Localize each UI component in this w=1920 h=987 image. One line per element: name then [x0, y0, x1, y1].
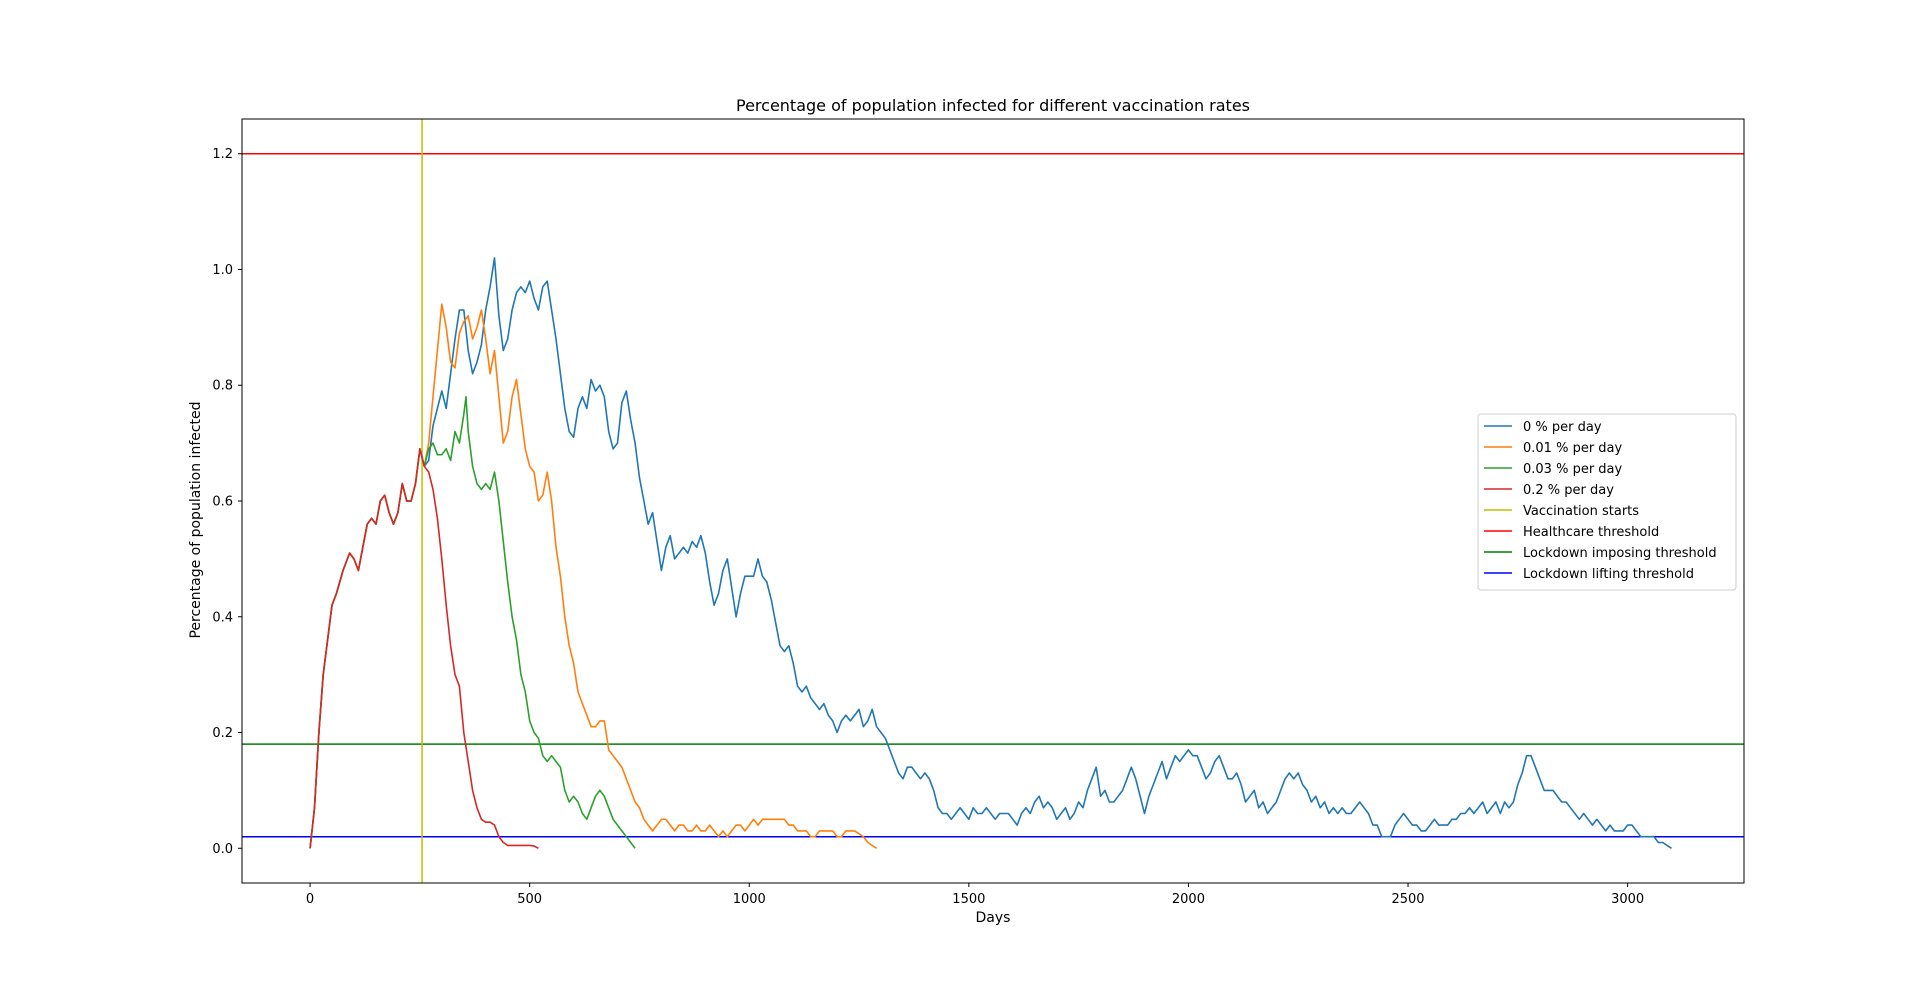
- x-tick-label: 0: [306, 892, 314, 907]
- y-tick-label: 0.2: [212, 726, 233, 741]
- chart-title: Percentage of population infected for di…: [736, 96, 1250, 115]
- legend-box: [1477, 413, 1737, 591]
- legend-label: 0 % per day: [1523, 420, 1602, 435]
- y-tick-label: 0.6: [212, 495, 233, 510]
- x-tick-label: 2500: [1391, 892, 1424, 907]
- legend-label: Lockdown lifting threshold: [1523, 567, 1694, 582]
- series-line-3: [309, 448, 539, 850]
- y-tick-label: 0.8: [212, 379, 233, 394]
- plot-area: [242, 119, 1744, 883]
- x-tick-label: 500: [517, 892, 542, 907]
- x-tick-label: 3000: [1611, 892, 1644, 907]
- legend-label: Vaccination starts: [1523, 504, 1639, 519]
- y-tick-label: 0.4: [212, 610, 233, 625]
- x-axis-label: Days: [976, 910, 1011, 926]
- legend-label: Healthcare threshold: [1523, 525, 1659, 540]
- y-tick-label: 0.0: [212, 842, 233, 857]
- legend-label: 0.2 % per day: [1523, 483, 1614, 498]
- x-tick-label: 2000: [1172, 892, 1205, 907]
- series-line-0: [309, 257, 1672, 849]
- x-tick-label: 1500: [952, 892, 985, 907]
- y-tick-label: 1.0: [212, 263, 233, 278]
- y-tick-label: 1.2: [212, 147, 233, 162]
- legend: 0 % per day 0.01 % per day 0.03 % per day 0…: [1477, 413, 1737, 591]
- x-tick-label: 1000: [733, 892, 766, 907]
- legend-label: 0.01 % per day: [1523, 441, 1623, 456]
- legend-label: Lockdown imposing threshold: [1523, 546, 1717, 561]
- y-axis-label: Percentage of population infected: [188, 401, 204, 638]
- legend-label: 0.03 % per day: [1523, 462, 1623, 477]
- series-line-2: [309, 396, 636, 849]
